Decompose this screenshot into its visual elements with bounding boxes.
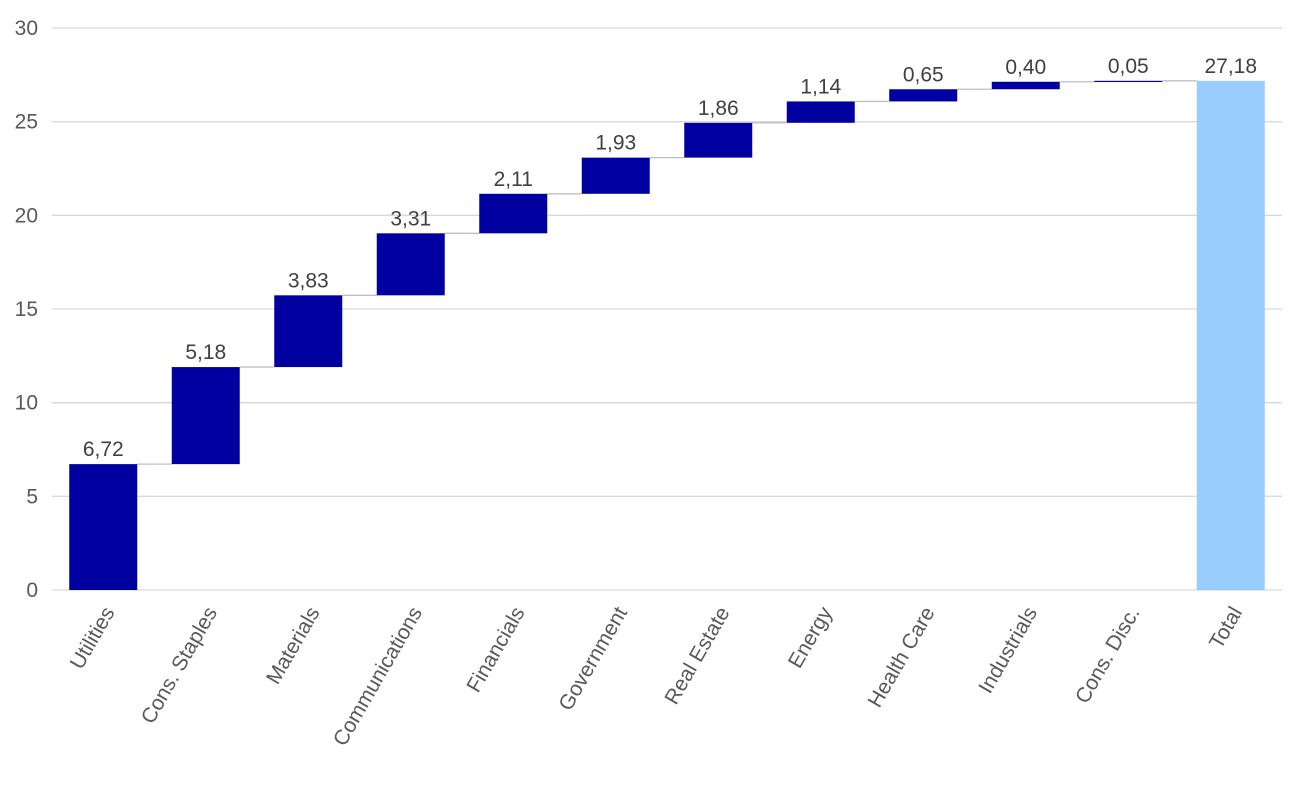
y-tick-label: 15 [15, 298, 38, 321]
x-tick-label: Industrials [974, 603, 1042, 697]
x-tick-label: Real Estate [660, 603, 734, 709]
x-tick-label: Utilities [66, 603, 120, 673]
waterfall-bar [889, 89, 958, 102]
x-tick-label: Financials [462, 603, 529, 696]
data-label: 1,93 [595, 132, 636, 155]
waterfall-bar [171, 367, 240, 465]
x-tick-label: Government [554, 603, 632, 715]
y-tick-label: 25 [15, 111, 38, 134]
data-label: 5,18 [185, 341, 226, 364]
waterfall-bar [69, 464, 138, 590]
data-label: 0,05 [1108, 55, 1149, 78]
y-axis-ticks: 0 5 10 15 20 25 30 [15, 17, 38, 602]
data-labels: 6,72 5,18 3,83 3,31 2,11 1,93 1,86 1,14 0,65 0,40… [83, 55, 1257, 461]
data-label: 27,18 [1204, 55, 1257, 78]
y-tick-label: 10 [15, 392, 38, 415]
waterfall-bar [786, 101, 855, 123]
data-label: 3,83 [288, 269, 329, 292]
y-tick-label: 30 [15, 17, 38, 40]
waterfall-bar [274, 295, 343, 368]
waterfall-bar [581, 157, 650, 194]
y-tick-label: 20 [15, 204, 38, 227]
data-label: 0,65 [903, 63, 944, 86]
total-bar [1196, 80, 1265, 590]
data-label: 6,72 [83, 438, 124, 461]
data-label: 2,11 [494, 168, 533, 191]
x-tick-label: Health Care [864, 603, 940, 712]
x-tick-label: Cons. Staples [137, 603, 222, 728]
x-tick-label: Energy [784, 603, 837, 673]
x-tick-label: Communications [329, 603, 427, 750]
waterfall-bar [1094, 80, 1163, 83]
y-tick-label: 5 [26, 485, 38, 508]
data-label: 3,31 [390, 207, 431, 230]
waterfall-bar [991, 81, 1060, 90]
connectors [137, 80, 1197, 465]
x-tick-label: Cons. Disc. [1071, 603, 1145, 707]
waterfall-bar [684, 122, 753, 158]
x-axis-ticks: Utilities Cons. Staples Materials Communica… [66, 603, 1247, 750]
waterfall-bar [376, 233, 445, 296]
x-tick-label: Total [1205, 603, 1247, 653]
data-label: 0,40 [1005, 56, 1046, 79]
gridlines [52, 27, 1282, 591]
bars [69, 80, 1265, 590]
data-label: 1,86 [698, 97, 739, 120]
y-tick-label: 0 [26, 579, 38, 602]
x-tick-label: Materials [262, 603, 325, 688]
waterfall-bar [479, 193, 548, 234]
data-label: 1,14 [800, 75, 841, 98]
